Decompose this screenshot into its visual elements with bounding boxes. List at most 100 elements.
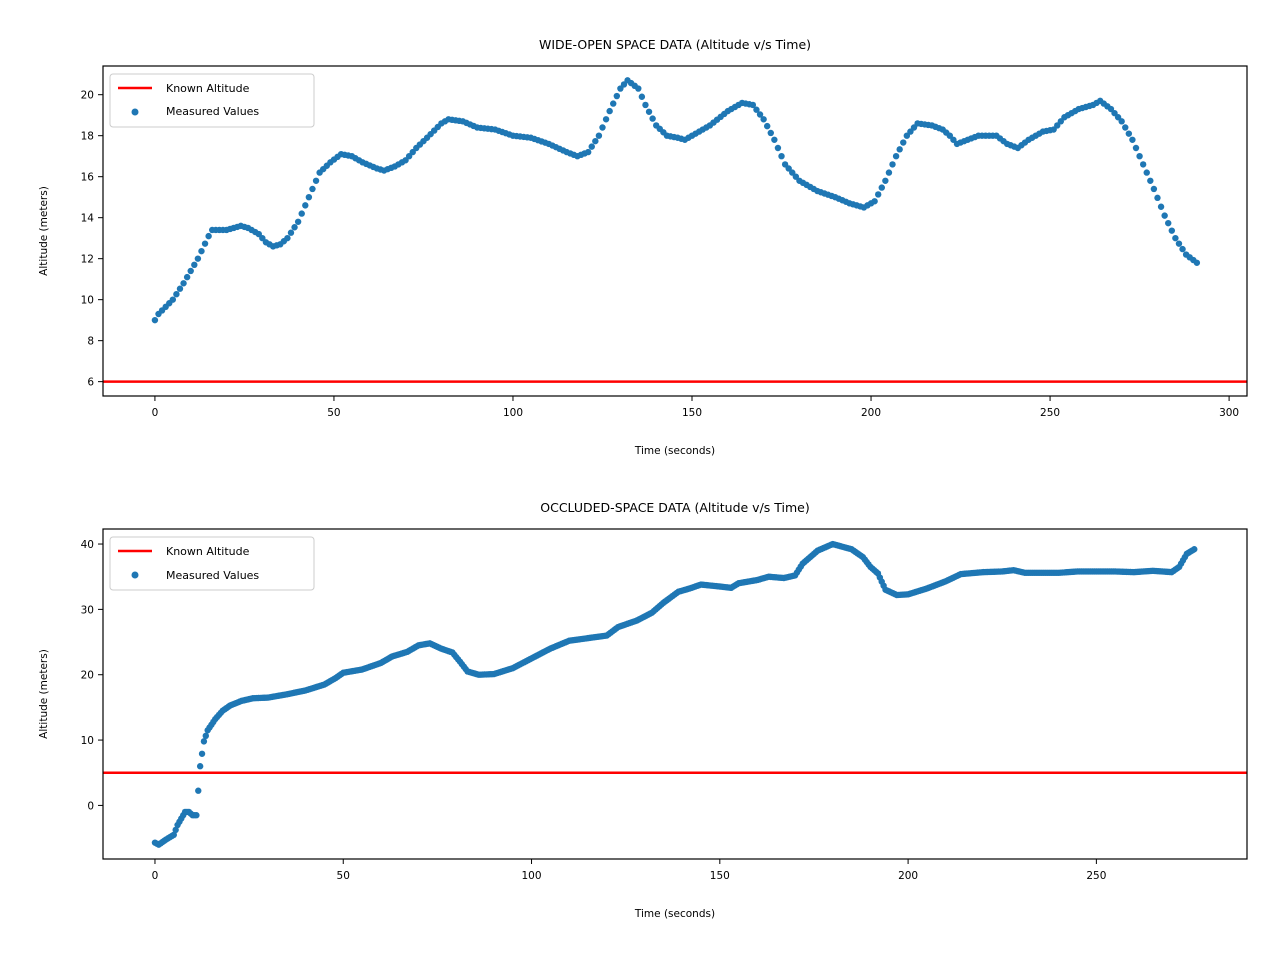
x-tick-label: 150 (682, 407, 702, 419)
data-point (291, 224, 298, 231)
legend-label-measured-values: Measured Values (166, 105, 259, 118)
data-point (309, 185, 316, 193)
chart-title: WIDE-OPEN SPACE DATA (Altitude v/s Time) (539, 37, 811, 52)
data-point (892, 152, 900, 160)
data-point (287, 229, 295, 236)
x-tick-label: 150 (710, 870, 730, 882)
plot-content (103, 540, 1247, 848)
data-point (312, 177, 320, 184)
x-tick-label: 100 (522, 870, 542, 882)
data-point (1172, 234, 1179, 242)
x-tick-label: 300 (1219, 407, 1239, 419)
data-point (1191, 546, 1198, 553)
data-point (194, 255, 202, 262)
data-point (302, 202, 309, 209)
data-point (187, 267, 194, 275)
x-tick-label: 0 (152, 870, 159, 882)
data-point (642, 101, 649, 109)
data-point (173, 291, 180, 298)
data-point (1147, 177, 1154, 184)
data-point (196, 763, 204, 770)
x-tick-label: 250 (1086, 870, 1106, 882)
data-point (1179, 245, 1186, 253)
x-tick-label: 200 (898, 870, 918, 882)
data-point (756, 111, 764, 118)
data-point (1154, 194, 1161, 202)
legend-label-known-altitude: Known Altitude (166, 545, 250, 558)
data-point (774, 144, 782, 152)
data-point (1161, 212, 1168, 219)
x-axis-label: Time (seconds) (634, 445, 715, 457)
data-point (1132, 144, 1140, 152)
data-point (613, 92, 621, 100)
data-point (205, 232, 212, 240)
x-tick-label: 200 (861, 407, 881, 419)
x-tick-label: 50 (337, 870, 350, 882)
data-point (767, 129, 774, 137)
data-point (764, 122, 771, 130)
data-point (1139, 161, 1147, 168)
data-point (606, 107, 613, 115)
data-point (200, 738, 208, 745)
x-axis-label: Time (seconds) (634, 908, 715, 920)
y-tick-label: 20 (81, 670, 94, 682)
data-point (1122, 124, 1129, 131)
data-point (1165, 219, 1172, 227)
legend-label-measured-values: Measured Values (166, 569, 259, 582)
plot-content (103, 77, 1247, 383)
data-point (1125, 130, 1133, 137)
occluded-space-chart: OCCLUDED-SPACE DATA (Altitude v/s Time) … (38, 500, 1248, 920)
data-point (882, 177, 889, 184)
ticks: 0 50 100 150 200 250 300 6 8 10 12 14 16 18 20 (81, 90, 1239, 419)
data-point (760, 116, 767, 123)
chart-title: OCCLUDED-SPACE DATA (Altitude v/s Time) (540, 500, 809, 515)
data-point (602, 116, 610, 123)
axes-frame (102, 65, 1248, 397)
y-tick-label: 14 (81, 213, 95, 225)
data-point (1143, 169, 1150, 176)
x-tick-label: 0 (152, 407, 159, 419)
data-point (771, 136, 778, 143)
data-point (1168, 227, 1176, 234)
data-point (193, 812, 200, 819)
data-point (1136, 152, 1143, 160)
data-point (896, 146, 903, 153)
data-point (298, 210, 305, 217)
data-point (871, 198, 878, 205)
legend-box (109, 73, 315, 128)
data-point (284, 234, 291, 242)
data-point (610, 100, 617, 107)
data-point (649, 115, 656, 122)
data-point (778, 152, 785, 160)
y-tick-label: 16 (81, 172, 95, 184)
y-tick-label: 30 (81, 604, 94, 616)
x-tick-label: 100 (503, 407, 523, 419)
y-tick-label: 10 (81, 735, 94, 747)
data-point (1175, 240, 1183, 247)
legend-label-known-altitude: Known Altitude (166, 82, 250, 95)
x-tick-label: 250 (1040, 407, 1060, 419)
data-point (172, 826, 179, 834)
data-point (1129, 136, 1136, 143)
data-point (198, 247, 205, 255)
data-point (180, 280, 187, 287)
data-point (151, 316, 159, 324)
data-point (875, 191, 882, 198)
data-point (885, 169, 893, 176)
y-axis-label: Altitude (meters) (38, 649, 50, 739)
data-point (595, 132, 603, 139)
data-point (170, 831, 177, 839)
legend: Known Altitude Measured Values (109, 73, 315, 128)
axes-frame (102, 528, 1248, 860)
data-point (169, 296, 177, 303)
data-point (584, 148, 592, 156)
data-point (638, 93, 646, 100)
data-point (305, 193, 313, 201)
wide-open-space-chart: WIDE-OPEN SPACE DATA (Altitude v/s Time)… (38, 37, 1248, 457)
x-tick-label: 50 (327, 407, 340, 419)
y-tick-label: 10 (81, 295, 94, 307)
data-point (599, 124, 606, 131)
legend: Known Altitude Measured Values (109, 536, 315, 591)
